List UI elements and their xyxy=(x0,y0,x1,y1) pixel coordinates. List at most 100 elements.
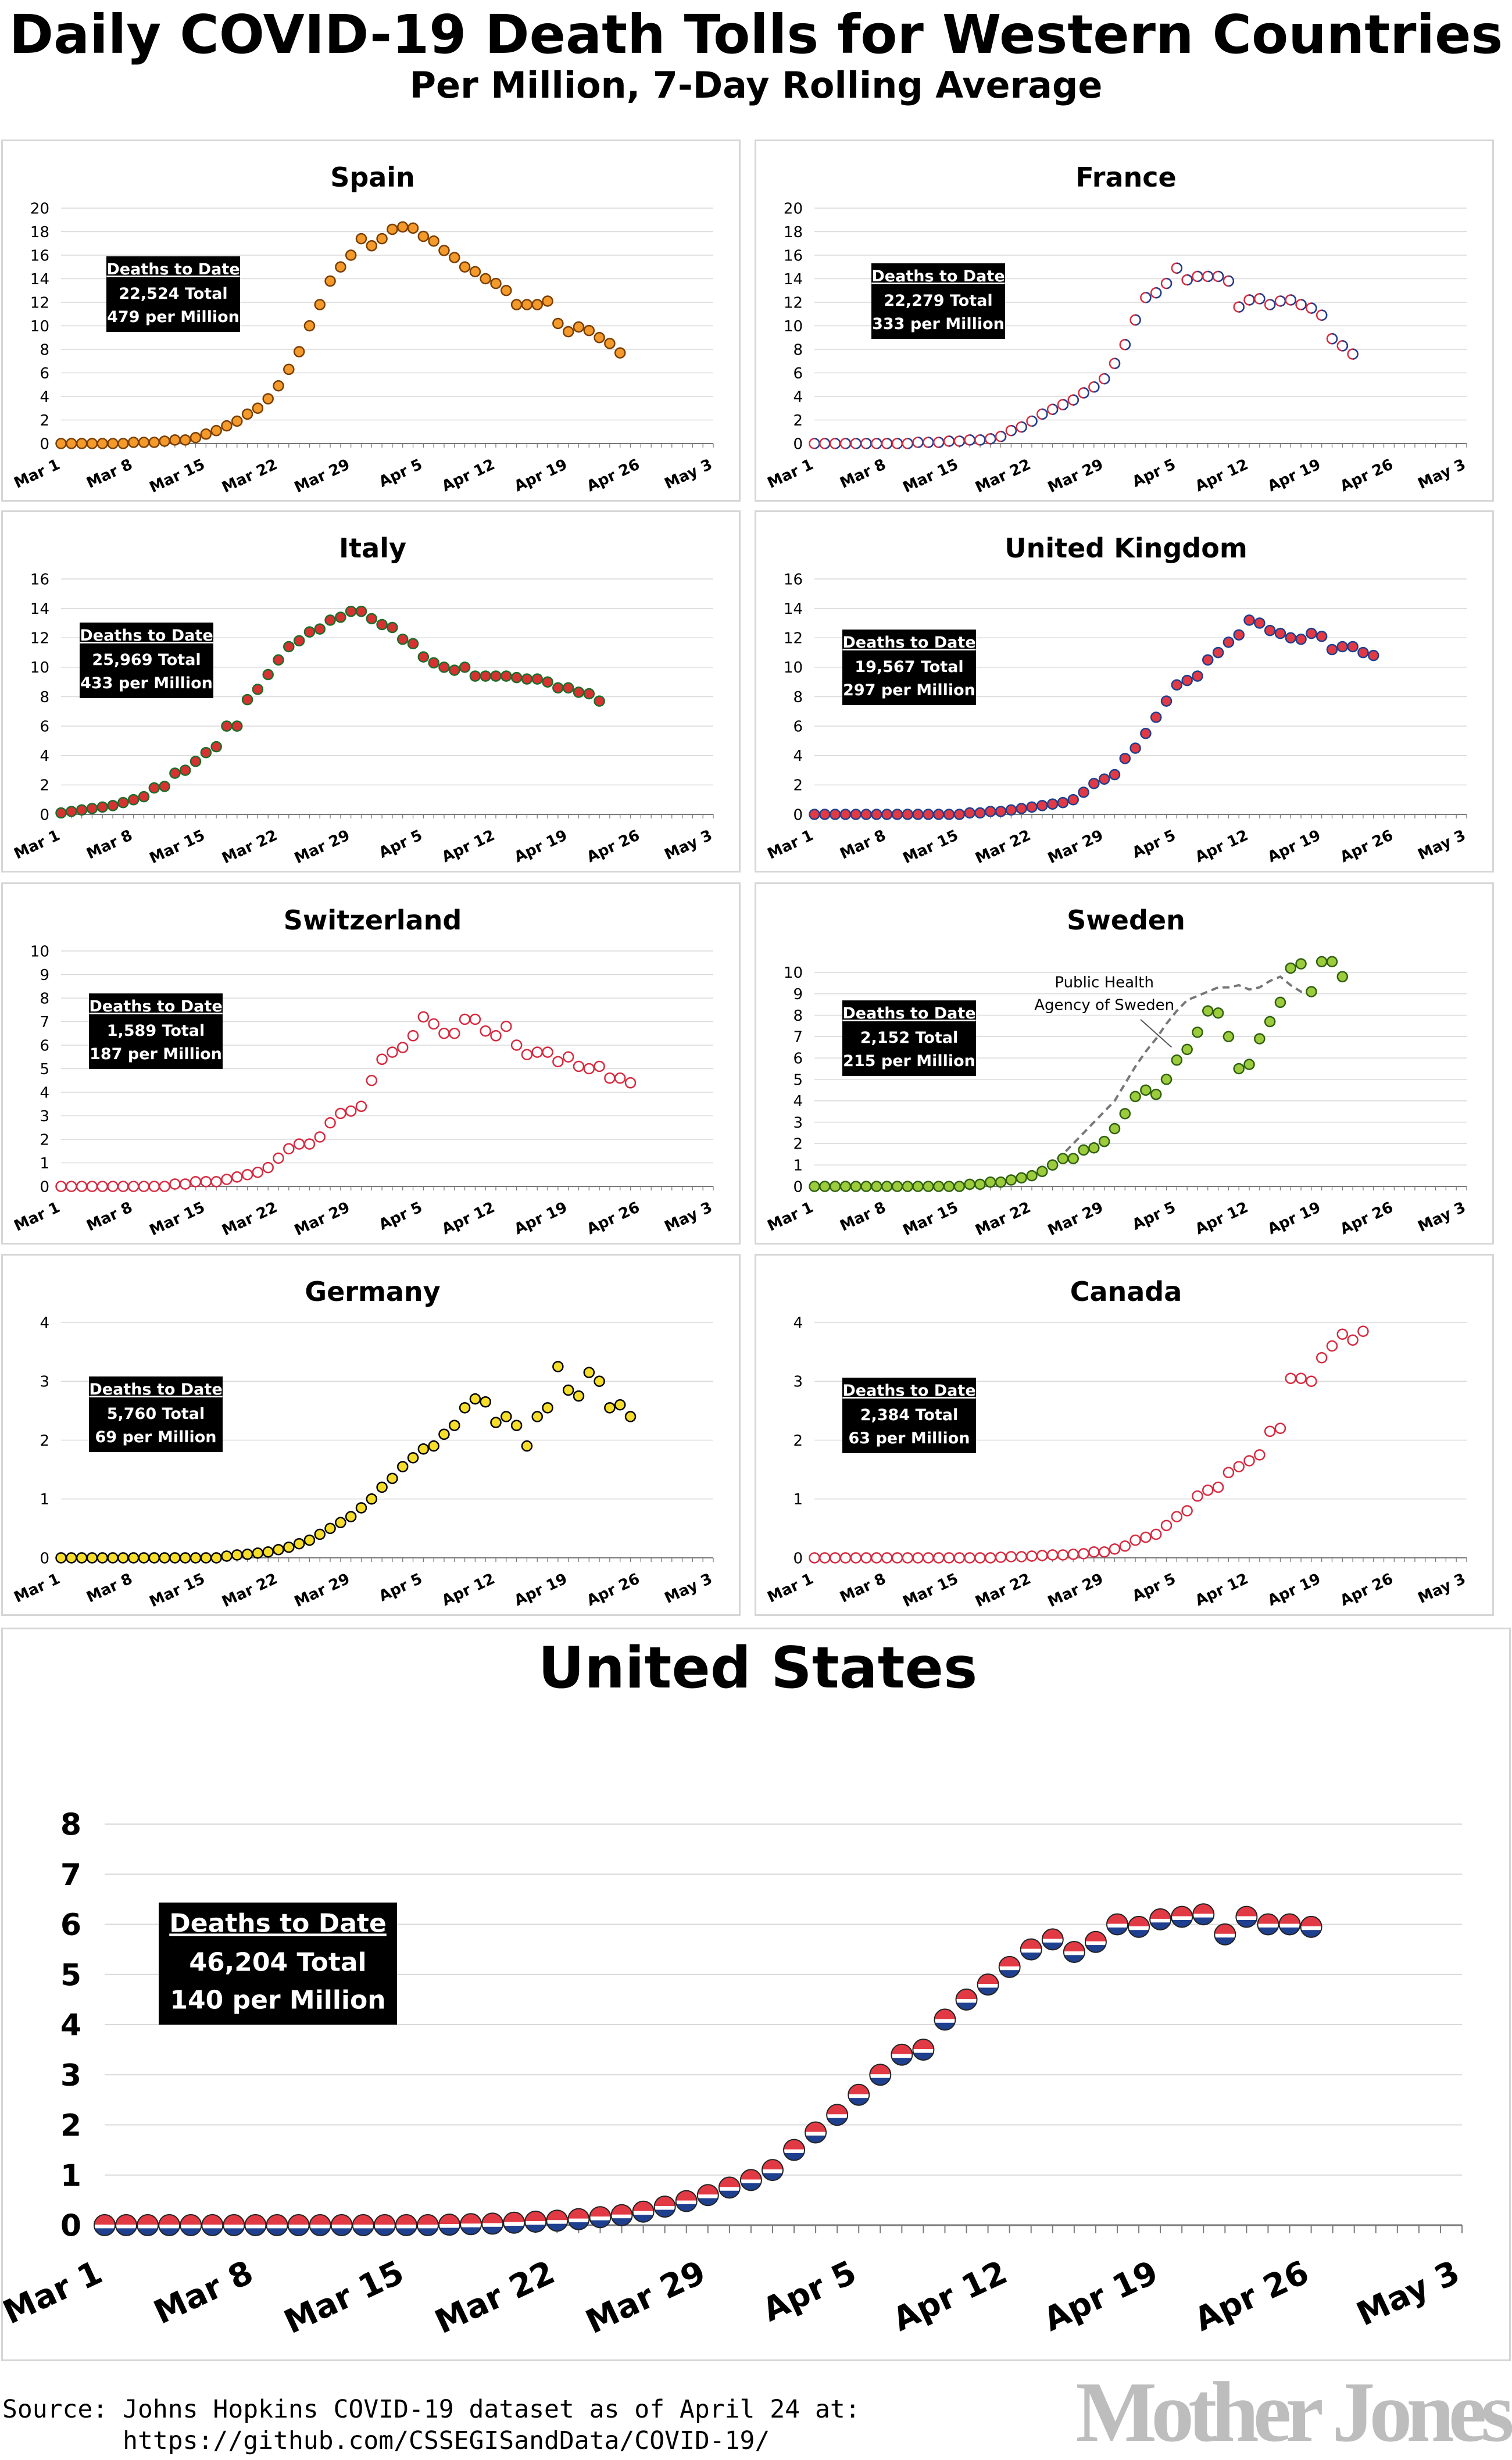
x-tick-label: Mar 22 xyxy=(973,456,1034,496)
data-point xyxy=(1088,1142,1100,1154)
data-point xyxy=(1036,1550,1048,1561)
data-point xyxy=(1192,1027,1203,1038)
deaths-box-total: 46,204 Total xyxy=(189,1948,366,1978)
y-tick-label: 2 xyxy=(40,1131,49,1149)
x-tick-label: Mar 8 xyxy=(148,2254,259,2332)
deaths-box-total: 2,384 Total xyxy=(860,1406,959,1424)
data-point xyxy=(262,1546,274,1558)
chart-title-france: France xyxy=(1075,162,1176,193)
data-point xyxy=(376,618,388,631)
data-point xyxy=(335,261,346,273)
data-point xyxy=(675,2190,698,2212)
y-tick-label: 10 xyxy=(30,318,49,335)
annotation-line-1: Public Health xyxy=(1055,974,1154,992)
data-point xyxy=(1119,339,1131,351)
data-point xyxy=(1192,270,1203,283)
data-point xyxy=(1316,309,1328,321)
y-tick-label: 18 xyxy=(30,224,49,241)
data-point xyxy=(221,1174,233,1185)
x-tick-label: May 3 xyxy=(1416,456,1468,493)
data-point xyxy=(387,1046,398,1058)
data-point xyxy=(55,807,67,819)
data-point xyxy=(826,2104,849,2126)
x-tick-label: Apr 5 xyxy=(1129,1199,1178,1233)
data-point xyxy=(614,1399,626,1411)
x-tick-label: Mar 1 xyxy=(12,1570,63,1606)
data-point xyxy=(283,1143,295,1154)
data-point xyxy=(964,1552,975,1564)
data-point xyxy=(1202,654,1214,666)
data-point xyxy=(117,797,129,809)
data-point xyxy=(283,363,295,376)
data-point xyxy=(974,807,986,819)
data-point xyxy=(1254,1449,1266,1461)
x-tick-label: Apr 5 xyxy=(1129,827,1178,861)
data-point xyxy=(159,1181,170,1192)
data-point xyxy=(923,1552,934,1564)
data-point xyxy=(438,662,450,673)
data-point xyxy=(552,1056,564,1068)
deaths-box-per-million: 63 per Million xyxy=(849,1429,970,1447)
data-point xyxy=(231,720,243,732)
data-point xyxy=(839,1552,852,1564)
data-point xyxy=(490,1417,502,1428)
data-point xyxy=(1036,1165,1048,1177)
data-point xyxy=(273,654,284,666)
y-tick-label: 0 xyxy=(793,806,803,824)
y-tick-label: 6 xyxy=(793,718,803,735)
x-tick-label: Apr 5 xyxy=(376,1199,425,1233)
data-point xyxy=(180,2214,202,2236)
x-tick-label: Apr 19 xyxy=(1265,1199,1323,1238)
data-point xyxy=(330,2214,353,2236)
data-point xyxy=(1109,357,1121,370)
data-point xyxy=(809,809,820,820)
data-point xyxy=(809,438,820,449)
data-point xyxy=(96,801,108,813)
data-point xyxy=(1063,1940,1085,1963)
deaths-box-bg xyxy=(842,630,976,705)
data-point xyxy=(314,623,326,635)
data-point xyxy=(881,809,893,820)
data-point xyxy=(324,275,336,287)
x-tick-label: Mar 29 xyxy=(1045,1570,1106,1611)
x-tick-label: May 3 xyxy=(662,1199,715,1236)
data-point xyxy=(1160,277,1173,289)
data-point xyxy=(428,235,439,247)
y-tick-label: 5 xyxy=(60,1958,81,1993)
y-tick-label: 10 xyxy=(30,943,49,960)
data-point xyxy=(871,1552,882,1564)
data-point xyxy=(138,1181,150,1192)
data-point xyxy=(1326,333,1338,345)
data-point xyxy=(860,1181,872,1192)
data-point xyxy=(1202,1005,1214,1017)
deaths-box-total: 19,567 Total xyxy=(855,658,963,676)
data-point xyxy=(459,1013,471,1025)
y-tick-label: 4 xyxy=(793,1093,803,1110)
y-tick-label: 14 xyxy=(784,271,803,288)
data-point xyxy=(76,1552,88,1564)
data-point xyxy=(55,438,67,449)
data-point xyxy=(190,756,202,767)
data-point xyxy=(459,1402,471,1414)
data-point xyxy=(739,2169,762,2191)
x-tick-label: Apr 26 xyxy=(584,1199,642,1238)
data-point xyxy=(376,1481,388,1493)
data-point xyxy=(345,249,357,261)
data-point xyxy=(1347,1334,1359,1346)
y-tick-label: 12 xyxy=(30,294,49,312)
y-tick-label: 6 xyxy=(40,718,49,735)
data-point xyxy=(610,2204,633,2226)
data-point xyxy=(1295,634,1307,645)
data-point xyxy=(1243,294,1255,306)
data-point xyxy=(1347,641,1359,653)
data-point xyxy=(594,332,605,344)
x-tick-label: Mar 1 xyxy=(765,456,816,492)
y-tick-label: 4 xyxy=(40,1314,49,1332)
data-point xyxy=(117,1181,129,1192)
data-point xyxy=(94,2214,116,2236)
data-point xyxy=(395,2214,417,2236)
deaths-box: Deaths to Date 25,969 Total 433 per Millio… xyxy=(80,623,213,698)
data-point xyxy=(552,1361,564,1372)
data-point xyxy=(943,1181,955,1192)
data-point xyxy=(1057,1549,1069,1561)
